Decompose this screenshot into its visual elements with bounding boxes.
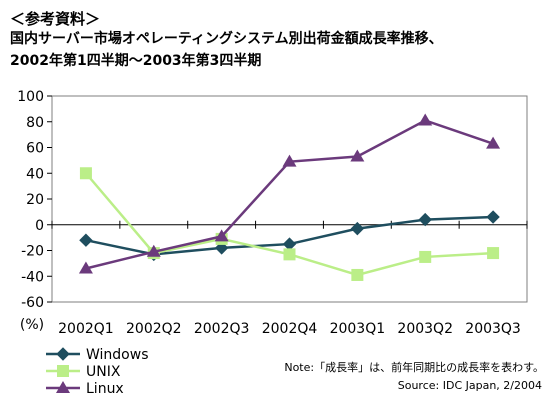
linux-point [282,154,297,167]
linux-point [146,244,161,257]
linux-point [214,229,229,242]
legend-linux-marker [56,381,70,393]
y-tick-label: 0 [35,218,44,234]
growth-rate-note: Note:「成長率」は、前年同期比の成長率を表わす。 [284,361,544,374]
y-tick-label: 60 [26,141,44,157]
x-tick-label: 2002Q3 [194,321,250,337]
y-tick-label: -20 [21,244,44,260]
y-tick-label: -40 [21,269,44,285]
unix-point [79,167,92,180]
legend-unix-label: UNIX [86,364,121,380]
chart-title-line1: 国内サーバー市場オペレーティングシステム別出荷金額成長率推移、 [10,31,443,47]
legend-windows-label: Windows [86,347,149,363]
unix-point [419,250,432,263]
x-tick-label: 2002Q4 [262,321,318,337]
x-tick-label: 2003Q3 [465,321,521,337]
linux-point [350,149,365,162]
x-tick-label: 2002Q2 [126,321,182,337]
linux-point [418,113,433,126]
windows-point [418,212,432,227]
windows-point [486,210,500,224]
unix-point [487,247,500,260]
source-credit: Source: IDC Japan, 2/2004 [397,379,542,392]
y-tick-label: -60 [21,295,44,311]
x-tick-label: 2003Q2 [397,321,453,337]
x-tick-label: 2002Q1 [58,321,114,337]
unix-point [283,248,296,261]
y-tick-label: 40 [26,166,44,182]
reference-heading: ＜参考資料＞ [10,10,101,28]
chart-title-line2: 2002年第1四半期～2003年第3四半期 [10,53,262,69]
windows-point [350,221,365,236]
unix-point [351,268,364,281]
legend-linux-label: Linux [86,381,124,397]
windows-point [214,241,229,255]
windows-point [79,233,93,247]
y-tick-label: 80 [26,115,44,131]
windows-point [282,237,297,251]
legend-unix-marker [57,365,69,377]
y-tick-label: 100 [17,89,44,105]
plot-area [51,95,528,303]
x-tick-label: 2003Q1 [330,321,386,337]
linux-point [78,261,93,274]
linux-point [486,136,501,149]
legend-windows-marker [56,347,70,361]
y-axis-unit-label: (%) [20,317,44,333]
y-tick-label: 20 [26,192,44,208]
